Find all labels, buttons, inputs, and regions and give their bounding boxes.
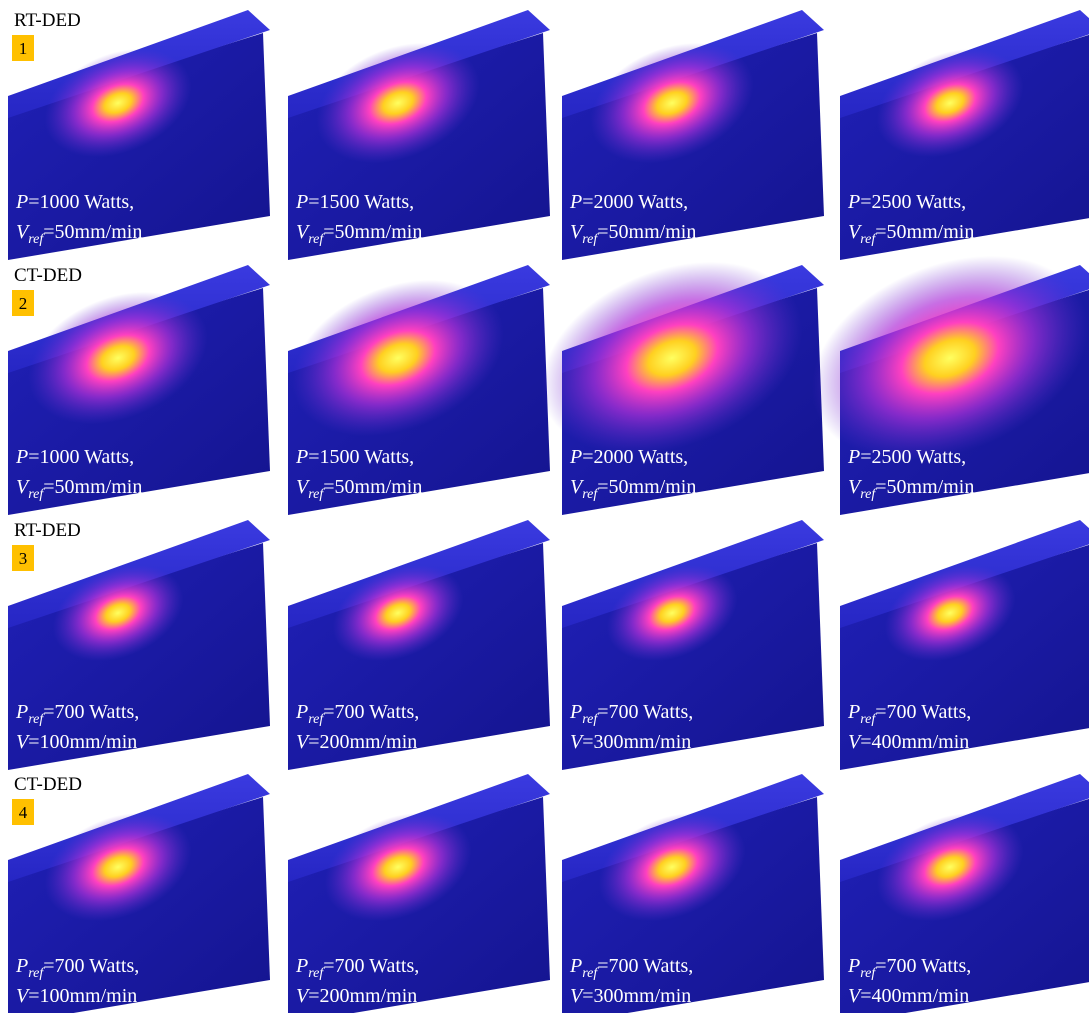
row-label: RT-DED [14,10,81,31]
variable: P [569,955,582,977]
panel: Pref=700 Watts,V=100mm/min [8,774,270,1013]
caption-line: V=400mm/min [848,731,969,753]
caption-line: P=1500 Watts, [295,446,414,468]
value-text: =1000 Watts, [28,191,134,213]
value-text: =50mm/min [875,221,974,243]
panel: Pref=700 Watts,V=300mm/min [562,520,824,770]
value-text: =50mm/min [597,221,696,243]
value-text: =50mm/min [597,476,696,498]
variable: P [569,191,582,213]
row-number: 1 [19,39,28,58]
row-label: RT-DED [14,520,81,541]
value-text: =1500 Watts, [308,446,414,468]
panel: P=2000 Watts,Vref=50mm/min [513,225,831,515]
caption-line: P=2000 Watts, [569,191,688,213]
panel: Pref=700 Watts,V=200mm/min [288,520,550,770]
panel: P=1000 Watts,Vref=50mm/min [8,10,270,260]
caption-line: P=1000 Watts, [15,446,134,468]
value-text: =2000 Watts, [582,446,688,468]
value-text: =700 Watts, [875,955,971,977]
value-text: =50mm/min [43,476,142,498]
row-label: CT-DED [14,265,82,286]
value-text: =50mm/min [323,476,422,498]
value-text: =50mm/min [43,221,142,243]
value-text: =400mm/min [860,731,969,753]
caption-line: P=2500 Watts, [847,191,966,213]
variable: P [847,191,860,213]
variable: P [295,446,308,468]
caption-line: V=100mm/min [16,731,137,753]
panel: P=2500 Watts,Vref=50mm/min [840,10,1089,260]
caption-line: V=100mm/min [16,985,137,1007]
value-text: =300mm/min [582,985,691,1007]
variable: P [569,701,582,723]
row-number: 3 [19,549,28,568]
caption-line: P=1500 Watts, [295,191,414,213]
panel: Pref=700 Watts,V=200mm/min [288,774,550,1013]
value-text: =1000 Watts, [28,446,134,468]
caption-line: P=2500 Watts, [847,446,966,468]
value-text: =700 Watts, [323,955,419,977]
row-number: 2 [19,294,28,313]
caption-line: P=2000 Watts, [569,446,688,468]
panel: P=2000 Watts,Vref=50mm/min [562,10,824,260]
value-text: =200mm/min [308,985,417,1007]
panel: P=2500 Watts,Vref=50mm/min [781,217,1089,515]
value-text: =200mm/min [308,731,417,753]
value-text: =700 Watts, [323,701,419,723]
panel: Pref=700 Watts,V=400mm/min [840,520,1089,770]
variable: P [569,446,582,468]
variable: P [295,701,308,723]
value-text: =300mm/min [582,731,691,753]
panel: Pref=700 Watts,V=300mm/min [562,774,824,1013]
figure: P=1000 Watts,Vref=50mm/minP=1500 Watts,V… [0,0,1089,1013]
variable: P [15,701,28,723]
row-label: CT-DED [14,774,82,795]
value-text: =1500 Watts, [308,191,414,213]
variable: P [847,446,860,468]
value-text: =100mm/min [28,731,137,753]
variable: P [15,446,28,468]
variable: P [295,955,308,977]
value-text: =700 Watts, [875,701,971,723]
value-text: =2000 Watts, [582,191,688,213]
value-text: =2500 Watts, [860,191,966,213]
value-text: =700 Watts, [43,701,139,723]
caption-line: V=300mm/min [570,985,691,1007]
row-number: 4 [19,803,28,822]
variable: P [15,191,28,213]
value-text: =100mm/min [28,985,137,1007]
value-text: =700 Watts, [597,701,693,723]
panel: P=1500 Watts,Vref=50mm/min [269,250,550,515]
caption-line: P=1000 Watts, [15,191,134,213]
variable: P [847,701,860,723]
value-text: =50mm/min [875,476,974,498]
variable: P [15,955,28,977]
panel: P=1000 Watts,Vref=50mm/min [8,265,270,515]
caption-line: V=200mm/min [296,731,417,753]
variable: P [295,191,308,213]
caption-line: V=400mm/min [848,985,969,1007]
caption-line: V=200mm/min [296,985,417,1007]
value-text: =400mm/min [860,985,969,1007]
panel: P=1500 Watts,Vref=50mm/min [288,10,550,260]
value-text: =700 Watts, [43,955,139,977]
value-text: =50mm/min [323,221,422,243]
value-text: =2500 Watts, [860,446,966,468]
panel: Pref=700 Watts,V=100mm/min [8,520,270,770]
value-text: =700 Watts, [597,955,693,977]
variable: P [847,955,860,977]
panel: Pref=700 Watts,V=400mm/min [840,774,1089,1013]
caption-line: V=300mm/min [570,731,691,753]
